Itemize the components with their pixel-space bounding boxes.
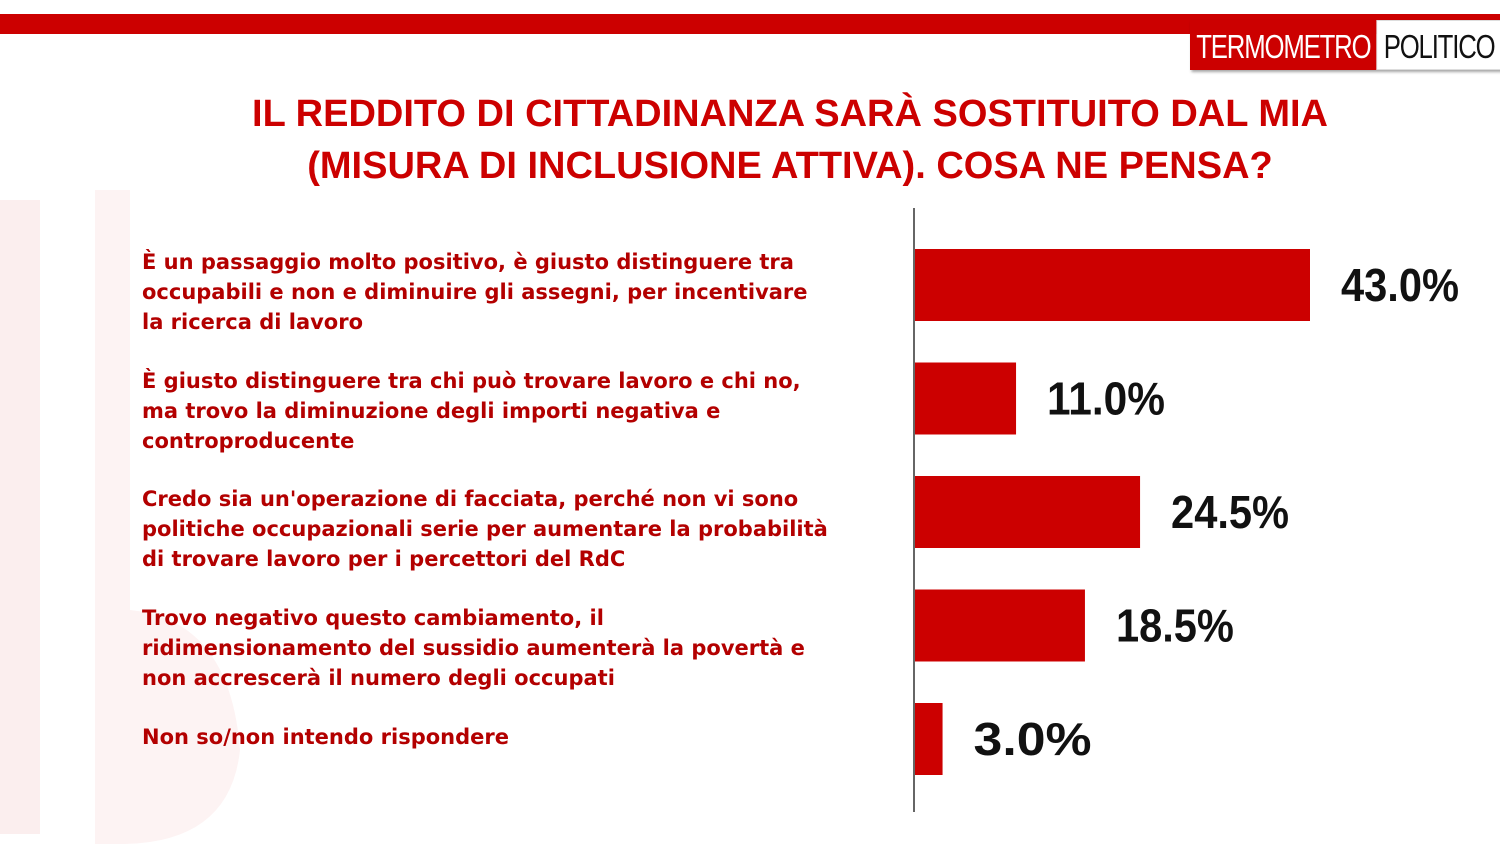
bar-value-label: 3.0% [974,713,1092,765]
category-label: Credo sia un'operazione di facciata, per… [142,487,828,571]
bar [915,249,1310,321]
category-label: Non so/non intendo rispondere [142,725,509,749]
category-label: Trovo negativo questo cambiamento, il ri… [142,606,805,690]
bar [915,362,1017,435]
bar [915,703,943,775]
logo-left-text: TERMOMETRO [1190,20,1377,70]
bar [915,476,1141,548]
category-label: È un passaggio molto positivo, è giusto … [142,250,808,334]
bar-value-label: 11.0% [1047,373,1165,425]
bar-value-label: 24.5% [1171,486,1289,538]
chart-title-line-1: IL REDDITO DI CITTADINANZA SARÀ SOSTITUI… [252,93,1328,135]
logo-right-text: POLITICO [1376,20,1500,70]
bar-value-label: 43.0% [1341,259,1459,311]
chart-title: IL REDDITO DI CITTADINANZA SARÀ SOSTITUI… [110,88,1470,192]
bar [915,589,1085,662]
bar-value-label: 18.5% [1116,600,1234,652]
top-accent-band [0,14,1500,34]
termometro-politico-logo: TERMOMETRO POLITICO [1190,20,1500,70]
category-label: È giusto distinguere tra chi può trovare… [142,369,801,453]
chart-title-line-2: (MISURA DI INCLUSIONE ATTIVA). COSA NE P… [307,145,1273,187]
